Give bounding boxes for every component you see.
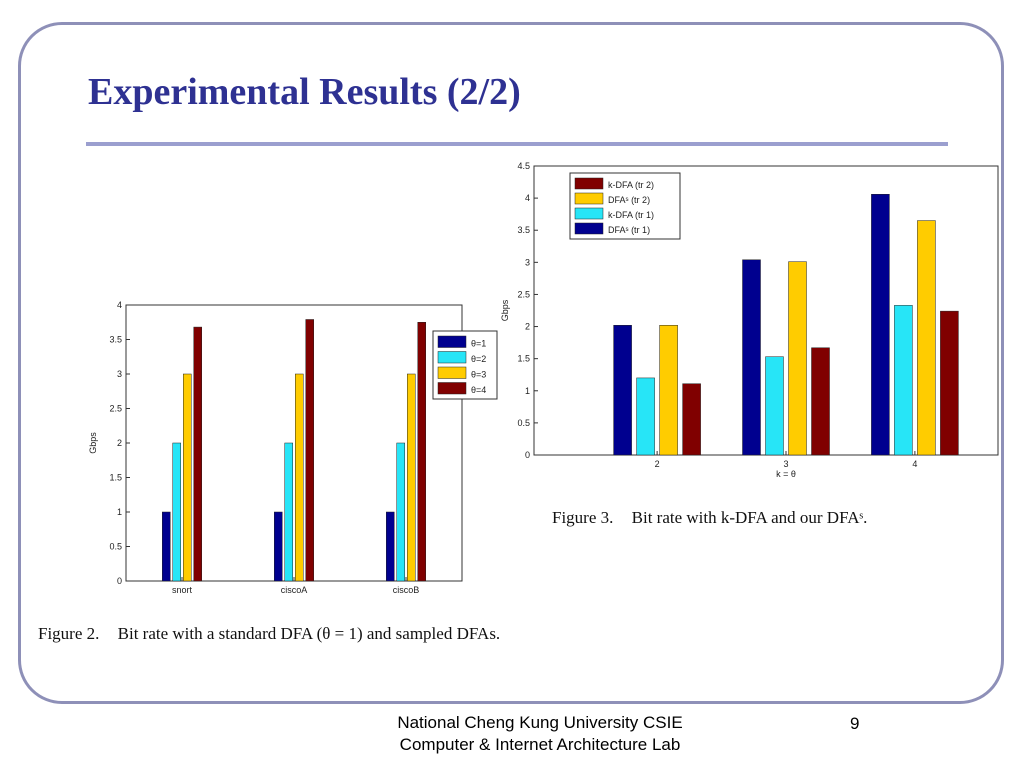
- bar: [871, 194, 890, 456]
- bar: [613, 325, 632, 456]
- bar: [193, 326, 202, 582]
- figure-3-tag: Figure 3.: [552, 508, 614, 527]
- bar: [682, 383, 701, 456]
- bar: [917, 220, 936, 456]
- y-tick-label: 1: [117, 507, 122, 517]
- y-tick-label: 1.5: [517, 354, 530, 364]
- legend-swatch: [574, 177, 604, 190]
- footer-affiliation: National Cheng Kung University CSIE Comp…: [330, 712, 750, 756]
- x-tick-label: ciscoB: [393, 585, 420, 595]
- bar: [305, 319, 314, 582]
- y-tick-label: 3.5: [109, 335, 122, 345]
- legend-swatch: [574, 222, 604, 235]
- bar: [940, 310, 959, 456]
- y-tick-label: 4.5: [517, 161, 530, 171]
- legend-swatch: [437, 366, 467, 379]
- bar: [659, 325, 678, 456]
- x-tick-label: 2: [655, 459, 660, 469]
- bit-rate-k-dfa-chart: 0 0.5 1 1.5 2 2.5 3 3.5 4 4.5 2 3 4 Gbps k = θ k-DFA (t…: [500, 161, 999, 479]
- y-axis-label: Gbps: [88, 432, 98, 454]
- bar: [788, 261, 807, 456]
- bit-rate-sampled-dfa-chart: 0 0.5 1 1.5 2 2.5 3 3.5 4 snort ciscoA ciscoB Gbps θ=…: [88, 300, 498, 595]
- bar: [295, 373, 304, 582]
- y-tick-label: 0: [117, 576, 122, 586]
- x-tick-label: ciscoA: [281, 585, 308, 595]
- x-axis-label: k = θ: [776, 469, 796, 479]
- y-tick-label: 1.5: [109, 473, 122, 483]
- y-tick-label: 0.5: [109, 542, 122, 552]
- legend-label: k-DFA (tr 2): [608, 180, 654, 190]
- legend-label: θ=4: [471, 385, 486, 395]
- x-tick-label: 4: [912, 459, 917, 469]
- bar: [811, 347, 830, 456]
- legend-swatch: [437, 335, 467, 348]
- y-tick-label: 2: [525, 322, 530, 332]
- bar: [765, 356, 784, 456]
- legend-label: k-DFA (tr 1): [608, 210, 654, 220]
- legend-swatch: [574, 192, 604, 205]
- y-tick-label: 3.5: [517, 225, 530, 235]
- y-axis-label: Gbps: [500, 299, 510, 321]
- legend-label: θ=1: [471, 339, 486, 349]
- bar: [183, 373, 192, 582]
- y-tick-label: 2.5: [109, 404, 122, 414]
- figure-3-caption: Figure 3. Bit rate with k-DFA and our DF…: [552, 508, 867, 528]
- legend-swatch: [437, 382, 467, 395]
- y-tick-label: 2: [117, 438, 122, 448]
- y-tick-label: 0: [525, 450, 530, 460]
- legend-label: DFAˢ (tr 1): [608, 225, 650, 235]
- footer-line-1: National Cheng Kung University CSIE: [397, 713, 683, 732]
- slide-frame: [18, 22, 1004, 704]
- bar: [284, 442, 293, 582]
- figure-2-caption: Figure 2. Bit rate with a standard DFA (…: [38, 624, 500, 644]
- legend-swatch: [574, 207, 604, 220]
- bar: [742, 259, 761, 456]
- y-tick-label: 4: [525, 193, 530, 203]
- bar: [386, 511, 395, 582]
- bar: [162, 511, 171, 582]
- bar: [407, 373, 416, 582]
- x-tick-label: snort: [172, 585, 193, 595]
- y-tick-label: 3: [117, 369, 122, 379]
- y-tick-label: 1: [525, 386, 530, 396]
- y-tick-label: 3: [525, 257, 530, 267]
- legend-label: DFAˢ (tr 2): [608, 195, 650, 205]
- title-divider: [86, 142, 948, 146]
- bar: [396, 442, 405, 582]
- page-number: 9: [850, 714, 860, 733]
- y-tick-label: 4: [117, 300, 122, 310]
- bar: [274, 511, 283, 582]
- figure-2-tag: Figure 2.: [38, 624, 100, 643]
- figure-2-text: Bit rate with a standard DFA (θ = 1) and…: [117, 624, 501, 643]
- y-tick-label: 2.5: [517, 289, 530, 299]
- bar: [636, 377, 655, 456]
- slide-title: Experimental Results (2/2): [88, 71, 521, 113]
- bar: [417, 322, 426, 582]
- legend-label: θ=2: [471, 354, 486, 364]
- bar: [894, 305, 913, 456]
- footer-line-2: Computer & Internet Architecture Lab: [399, 735, 681, 754]
- legend-label: θ=3: [471, 370, 486, 380]
- y-tick-label: 0.5: [517, 418, 530, 428]
- plot-area: [125, 304, 463, 582]
- figure-3-text: Bit rate with k-DFA and our DFAˢ.: [631, 508, 868, 527]
- x-tick-label: 3: [783, 459, 788, 469]
- legend-swatch: [437, 351, 467, 364]
- bar: [172, 442, 181, 582]
